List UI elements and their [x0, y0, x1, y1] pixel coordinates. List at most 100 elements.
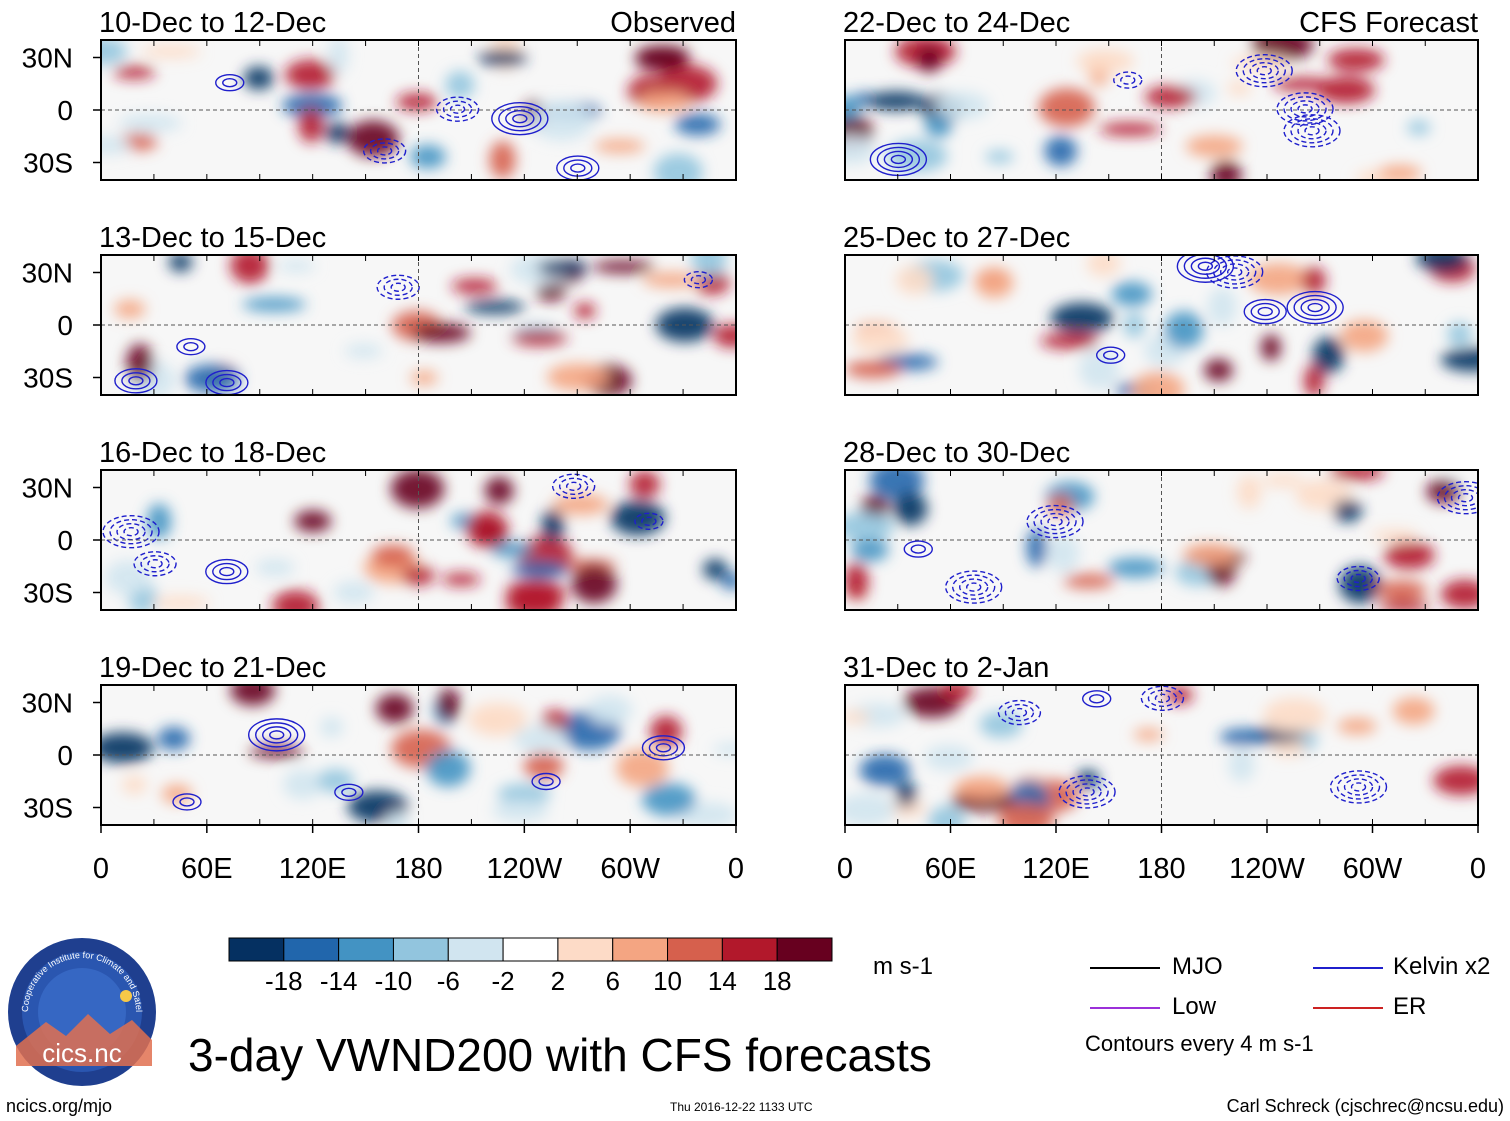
anomaly-blob	[1063, 573, 1115, 589]
contour-line	[1297, 104, 1313, 114]
contour-line	[1336, 565, 1380, 592]
y-tick-label: 30S	[23, 578, 73, 609]
panel-title: 22-Dec to 24-Dec	[843, 7, 1070, 39]
anomaly-blob	[1207, 287, 1237, 327]
contour-line	[505, 109, 535, 128]
anomaly-blob	[1111, 281, 1153, 307]
colorbar-swatch	[338, 937, 394, 962]
anomaly-blob	[529, 100, 594, 141]
colorbar-label: -18	[265, 966, 303, 996]
anomaly-blob	[146, 503, 172, 539]
anomaly-blob	[497, 783, 551, 805]
contour-line	[1033, 508, 1077, 535]
anomaly-blob	[1447, 322, 1472, 347]
anomaly-blob	[272, 590, 320, 610]
colorbar-label: -2	[492, 966, 515, 996]
anomaly-blob	[587, 695, 633, 726]
anomaly-blob	[1378, 165, 1422, 180]
x-tick-label: 120W	[486, 853, 562, 885]
anomaly-blob	[592, 260, 655, 274]
anomaly-blob	[1327, 48, 1385, 72]
contour-line	[683, 271, 714, 289]
contour-line	[1058, 775, 1116, 809]
anomaly-blob	[1044, 135, 1078, 167]
anomaly-field	[845, 40, 1431, 180]
colorbar-label: 18	[763, 966, 792, 996]
anomaly-blob	[928, 805, 965, 825]
anomaly-blob	[126, 343, 154, 382]
anomaly-blob	[650, 715, 683, 747]
contour-line	[334, 783, 364, 801]
contour-line	[903, 540, 933, 558]
colorbar-swatch	[283, 937, 340, 962]
contour-line	[1242, 58, 1286, 84]
contour-line	[262, 726, 292, 744]
anomaly-blob	[1133, 728, 1164, 741]
contour-line	[1190, 257, 1221, 275]
anomaly-blob	[478, 49, 527, 66]
anomaly-blob	[1040, 333, 1100, 349]
anomaly-blob	[845, 135, 876, 165]
contour-line	[219, 566, 235, 577]
panel-1: 10-Dec to 12-Dec Observed 30N 0 30S	[22, 7, 737, 181]
legend-label-low: Low	[1172, 993, 1217, 1020]
anomaly-blob	[230, 255, 270, 284]
panel-4: 19-Dec to 21-Dec 30N 0 30S	[22, 652, 737, 826]
contour-line	[1290, 100, 1320, 118]
contour-line	[965, 582, 982, 592]
contour-line	[1197, 261, 1214, 271]
contour-line	[179, 797, 195, 807]
anomaly-blob	[895, 265, 934, 295]
anomaly-blob	[1050, 302, 1114, 334]
contour-line	[1257, 306, 1273, 317]
anomaly-blob	[319, 716, 344, 738]
anomaly-blob	[490, 541, 533, 558]
anomaly-blob	[324, 122, 351, 144]
anomaly-blob	[1337, 717, 1377, 735]
logo-image: cics.nc Cooperative Institute for Climat…	[3, 928, 156, 1086]
kelvin-contours	[102, 473, 664, 585]
contour-line	[1120, 75, 1136, 85]
anomaly-blob	[1262, 473, 1305, 488]
contour-line	[655, 743, 672, 753]
cics-logo[interactable]: cics.nc Cooperative Institute for Climat…	[3, 928, 158, 1088]
kelvin-contours	[215, 73, 600, 180]
contour-line	[551, 473, 596, 500]
anomaly-blob	[1406, 120, 1431, 136]
anomaly-blob	[375, 693, 414, 724]
kelvin-contours	[172, 718, 686, 811]
contour-line	[570, 163, 586, 173]
anomaly-blob	[1392, 697, 1435, 725]
contour-line	[1283, 114, 1341, 148]
anomaly-blob	[412, 323, 471, 343]
contour-line	[869, 142, 928, 177]
x-tick-label: 120W	[1229, 853, 1305, 885]
anomaly-blob	[105, 560, 151, 595]
y-tick-label: 30N	[22, 258, 73, 289]
footer-author[interactable]: Carl Schreck (cjschrec@ncsu.edu)	[1226, 1096, 1504, 1116]
colorbar-swatch	[667, 937, 723, 962]
anomaly-blob	[974, 267, 1014, 299]
anomaly-blob	[1075, 770, 1100, 789]
figure-title: 3-day VWND200 with CFS forecasts	[188, 1029, 932, 1081]
contour-line	[248, 718, 306, 752]
anomaly-blob	[1228, 748, 1256, 782]
anomaly-blob	[344, 343, 383, 359]
anomaly-blob	[492, 799, 550, 822]
anomaly-blob	[571, 564, 617, 604]
anomaly-field	[101, 40, 721, 180]
contour-line	[1226, 267, 1243, 277]
contour-line	[128, 376, 144, 386]
anomaly-blob	[464, 300, 525, 314]
footer-url[interactable]: ncics.org/mjo	[6, 1096, 113, 1116]
anomaly-blob	[168, 255, 193, 272]
anomaly-blob	[939, 685, 974, 701]
contour-line	[1243, 298, 1287, 325]
anomaly-blob	[484, 476, 514, 505]
anomaly-blob	[845, 360, 902, 379]
anomaly-blob	[396, 93, 438, 111]
colorbar-units: m s-1	[873, 953, 933, 980]
contour-line	[369, 142, 400, 160]
anomaly-blob	[1247, 263, 1310, 295]
